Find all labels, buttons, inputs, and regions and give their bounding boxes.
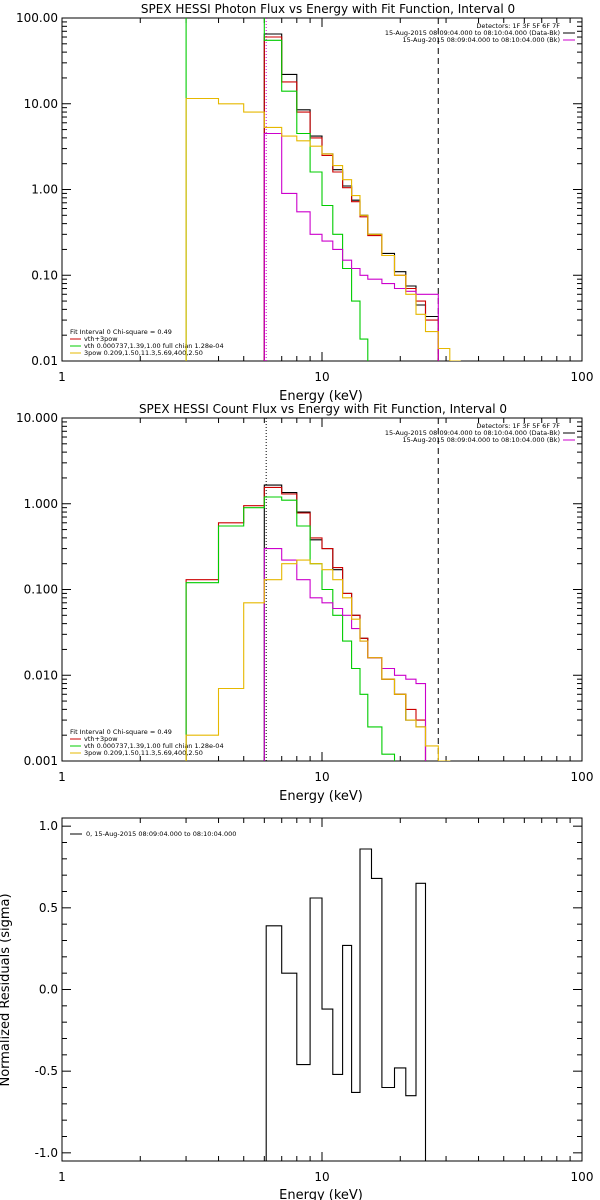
- legend-entry: 15-Aug-2015 08:09:04.000 to 08:10:04.000…: [403, 436, 560, 444]
- legend-entry: vth+3pow: [84, 735, 118, 743]
- legend-entry: Detectors: 1F 3F 5F 6F 7F: [476, 422, 560, 430]
- series-line: [185, 97, 461, 361]
- x-tick-label: 10: [314, 370, 329, 384]
- y-tick-label: 0.001: [24, 754, 58, 768]
- x-tick-label: 100: [571, 770, 594, 784]
- axes: 1 10 100 -1.0 -0.5 0.0 0.5 1.0: [35, 818, 594, 1184]
- y-tick-label: 0.010: [24, 668, 58, 682]
- series-line: [263, 484, 427, 761]
- y-tick-label: 0.10: [31, 268, 58, 282]
- series-line: [265, 848, 427, 1161]
- x-tick-label: 10: [314, 770, 329, 784]
- y-tick-label: 100.00: [16, 11, 58, 25]
- plot-area: [185, 18, 461, 361]
- legend-top: 0, 15-Aug-2015 08:09:04.000 to 08:10:04.…: [70, 830, 236, 838]
- legend-entry: 15-Aug-2015 08:09:04.000 to 08:10:04.000…: [385, 29, 560, 37]
- x-axis-label: Energy (keV): [279, 1188, 363, 1200]
- count-flux-panel: SPEX HESSI Count Flux vs Energy with Fit…: [16, 402, 593, 804]
- legend-entry: Detectors: 1F 3F 5F 6F 7F: [476, 22, 560, 30]
- legend-entry: vth+3pow: [84, 335, 118, 343]
- residuals-panel: Energy (keV) Normalized Residuals (sigma…: [0, 817, 594, 1200]
- y-tick-label: -0.5: [35, 1064, 58, 1078]
- x-axis-label: Energy (keV): [279, 789, 363, 804]
- y-tick-label: 10.000: [16, 411, 58, 425]
- legend-entry: 3pow 0.209,1.50,11.3,5.69,400,2.50: [84, 349, 203, 357]
- chart-title: SPEX HESSI Photon Flux vs Energy with Fi…: [141, 2, 515, 16]
- photon-flux-panel: SPEX HESSI Photon Flux vs Energy with Fi…: [16, 2, 593, 404]
- legend-entry: 15-Aug-2015 08:09:04.000 to 08:10:04.000…: [385, 429, 560, 437]
- y-tick-label: 1.0: [39, 819, 58, 833]
- series-line: [263, 548, 427, 761]
- legend-bottom: Fit Interval 0 Chi-square = 0.49vth+3pow…: [70, 328, 224, 357]
- legend-entry: vth 0.000737,1.39,1.00 full chian 1.28e-…: [84, 742, 224, 750]
- y-tick-label: 0.100: [24, 583, 58, 597]
- plot-area: [185, 418, 451, 761]
- series-line: [263, 33, 439, 361]
- series-line: [185, 559, 451, 761]
- series-line: [185, 18, 369, 361]
- y-tick-label: 0.0: [39, 983, 58, 997]
- x-axis-label: Energy (keV): [279, 389, 363, 404]
- series-line: [185, 486, 427, 761]
- plot-area: [265, 848, 427, 1161]
- legend-entry: vth 0.000737,1.39,1.00 full chian 1.28e-…: [84, 342, 224, 350]
- x-tick-label: 1: [58, 370, 66, 384]
- x-tick-label: 1: [58, 1170, 66, 1184]
- y-tick-label: -1.0: [35, 1146, 58, 1160]
- series-line: [185, 496, 396, 761]
- axes: 1 10 100 0.01 0.10 1.00 10.00 100.00: [16, 11, 593, 384]
- legend-entry: 3pow 0.209,1.50,11.3,5.69,400,2.50: [84, 749, 203, 757]
- chart-title: SPEX HESSI Count Flux vs Energy with Fit…: [139, 402, 507, 416]
- legend-entry: 15-Aug-2015 08:09:04.000 to 08:10:04.000…: [403, 36, 560, 44]
- x-tick-label: 1: [58, 770, 66, 784]
- y-tick-label: 10.00: [24, 97, 58, 111]
- y-tick-label: 1.00: [31, 183, 58, 197]
- y-tick-label: 0.5: [39, 901, 58, 915]
- legend-entry: 0, 15-Aug-2015 08:09:04.000 to 08:10:04.…: [86, 830, 236, 838]
- y-axis-label: Normalized Residuals (sigma): [0, 893, 13, 1086]
- series-line: [263, 132, 439, 361]
- legend-bottom: Fit Interval 0 Chi-square = 0.49vth+3pow…: [70, 728, 224, 757]
- legend-entry: Fit Interval 0 Chi-square = 0.49: [70, 728, 172, 736]
- legend-entry: Fit Interval 0 Chi-square = 0.49: [70, 328, 172, 336]
- y-tick-label: 0.01: [31, 354, 58, 368]
- y-tick-label: 1.000: [24, 497, 58, 511]
- series-line: [263, 36, 439, 361]
- x-tick-label: 100: [571, 1170, 594, 1184]
- x-tick-label: 10: [314, 1170, 329, 1184]
- x-tick-label: 100: [571, 370, 594, 384]
